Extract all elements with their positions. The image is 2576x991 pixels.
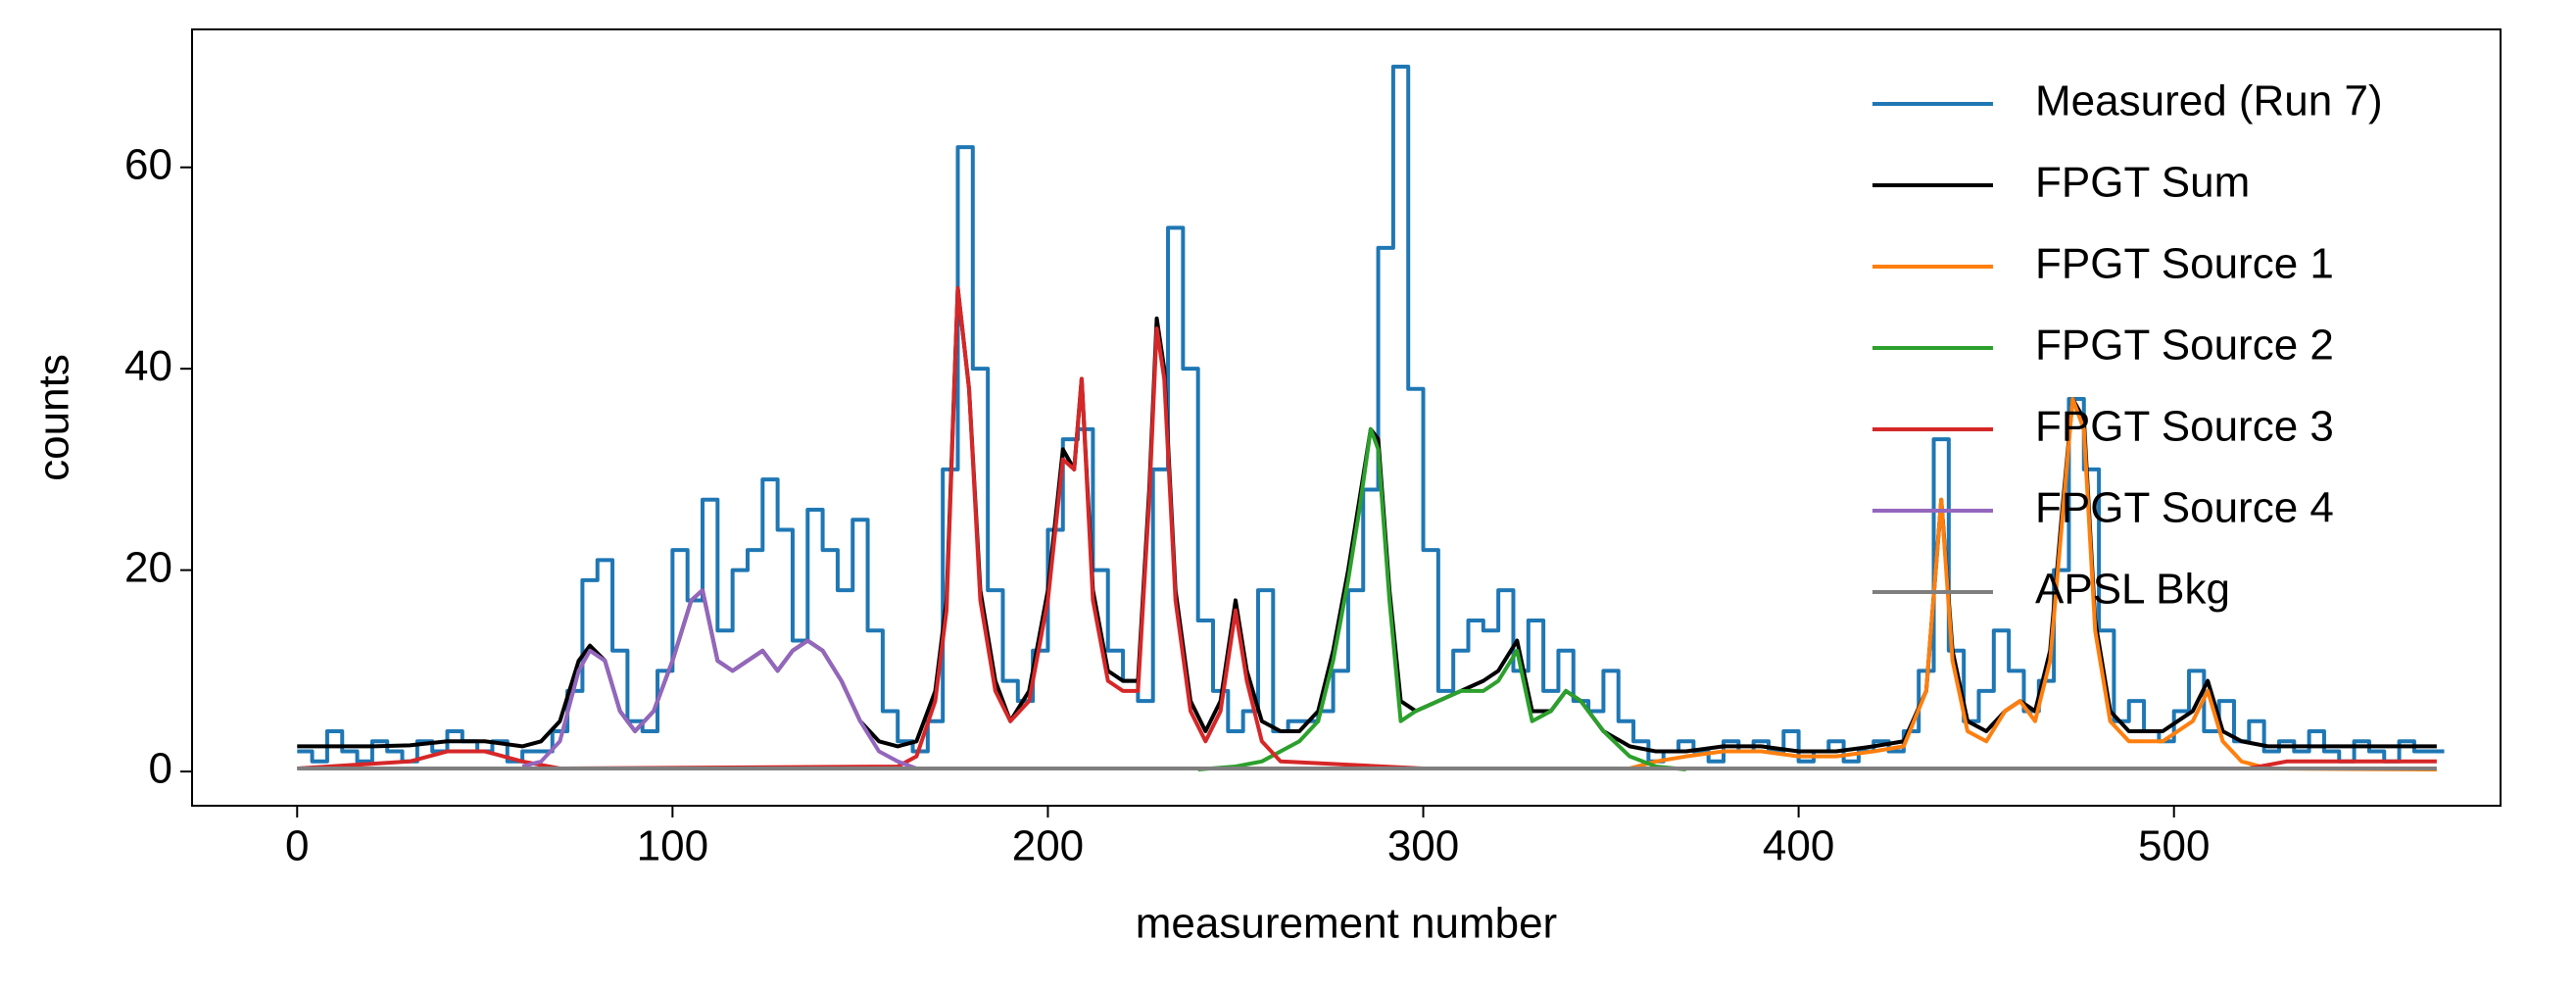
x-tick-label: 100 — [637, 822, 708, 870]
x-tick-label: 400 — [1763, 822, 1834, 870]
x-axis-label: measurement number — [1136, 900, 1557, 948]
x-tick-label: 0 — [285, 822, 309, 870]
series-line — [297, 65, 2445, 764]
legend-label: FPGT Source 1 — [2035, 240, 2334, 288]
y-tick-label: 40 — [124, 342, 172, 390]
axes-frame — [191, 28, 2502, 807]
y-tick-label: 20 — [124, 543, 172, 591]
legend-label: FPGT Source 3 — [2035, 403, 2334, 451]
plot-area — [297, 65, 2445, 772]
x-tick-label: 200 — [1012, 822, 1084, 870]
y-tick-label: 60 — [124, 140, 172, 188]
x-tick-label: 500 — [2138, 822, 2210, 870]
series-line — [1197, 426, 1686, 772]
legend-label: Measured (Run 7) — [2035, 77, 2383, 125]
y-axis-label: counts — [30, 354, 78, 481]
series-line — [521, 588, 918, 770]
y-tick-label: 0 — [149, 745, 172, 793]
x-tick-label: 300 — [1387, 822, 1459, 870]
legend-label: FPGT Source 2 — [2035, 322, 2334, 370]
legend-label: FPGT Source 4 — [2035, 484, 2334, 532]
series-line — [1628, 396, 2437, 772]
legend-label: FPGT Sum — [2035, 159, 2250, 207]
legend-label: APSL Bkg — [2035, 566, 2230, 614]
